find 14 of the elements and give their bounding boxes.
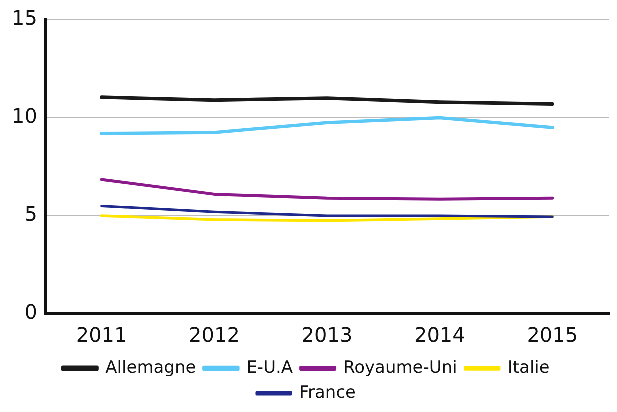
x-tick-label: 2014 [414,323,466,348]
legend-label: France [299,382,356,403]
legend-label: Italie [508,358,550,378]
x-tick-label: 2015 [527,323,578,348]
legend-label: Royaume-Uni [344,358,458,378]
y-tick-label: 10 [12,104,38,128]
legend-label: Allemagne [106,358,196,378]
x-tick-label: 2013 [302,323,353,348]
x-tick-label: 2012 [189,323,240,348]
legend-label: E-U.A [246,358,294,378]
y-tick-label: 0 [24,300,38,324]
x-tick-label: 2011 [76,323,128,348]
y-tick-label: 5 [24,202,38,226]
y-tick-label: 15 [12,6,38,30]
